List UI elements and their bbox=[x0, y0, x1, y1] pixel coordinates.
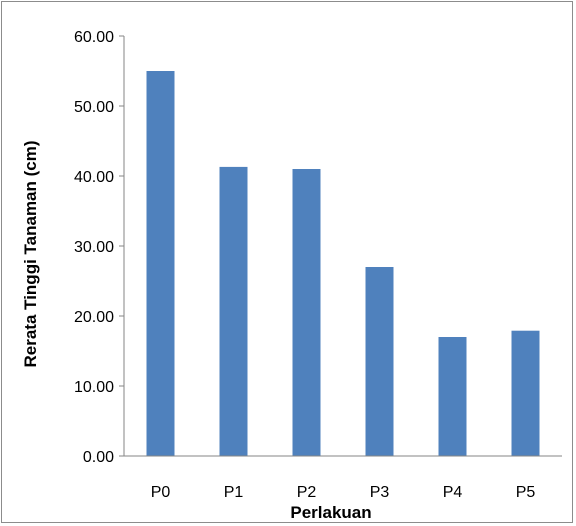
y-tick-label: 40.00 bbox=[74, 169, 114, 186]
y-tick-label: 10.00 bbox=[74, 379, 114, 396]
y-tick-label: 30.00 bbox=[74, 239, 114, 256]
bar-p0 bbox=[146, 71, 175, 456]
bar-p4 bbox=[438, 337, 467, 456]
bars bbox=[146, 71, 540, 456]
x-tick-label: P3 bbox=[370, 484, 390, 501]
y-axis-ticks: 0.00 10.00 20.00 30.00 40.00 50.00 60.00 bbox=[74, 29, 114, 466]
x-tick-label: P5 bbox=[516, 484, 536, 501]
bar-p2 bbox=[292, 169, 321, 456]
y-axis-title: Rerata Tinggi Tanaman (cm) bbox=[21, 140, 40, 367]
axes bbox=[119, 35, 562, 457]
x-axis-title: Perlakuan bbox=[290, 503, 371, 522]
x-axis-ticks: P0 P1 P2 P3 P4 P5 bbox=[151, 484, 536, 501]
y-tick-label: 20.00 bbox=[74, 309, 114, 326]
bar-p3 bbox=[365, 267, 394, 456]
x-tick-label: P4 bbox=[443, 484, 463, 501]
y-tick-label: 50.00 bbox=[74, 99, 114, 116]
y-tick-label: 0.00 bbox=[83, 449, 114, 466]
bar-p1 bbox=[219, 166, 248, 456]
x-tick-label: P2 bbox=[297, 484, 317, 501]
x-tick-label: P0 bbox=[151, 484, 171, 501]
x-tick-label: P1 bbox=[224, 484, 244, 501]
bar-p5 bbox=[511, 330, 540, 456]
y-tick-label: 60.00 bbox=[74, 29, 114, 46]
